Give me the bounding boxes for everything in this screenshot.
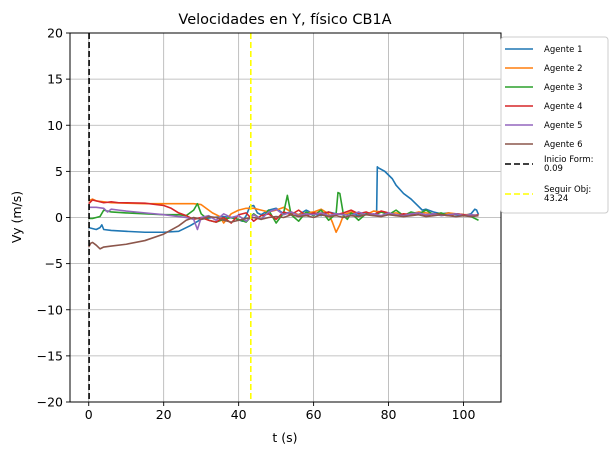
x-tick-label: 0 [85,407,93,422]
series-line-5 [88,206,479,231]
x-tick-label: 60 [306,407,322,422]
y-tick-label: −10 [37,302,63,317]
y-tick-label: −15 [37,348,63,363]
legend-label-vline-1: 0.09 [544,164,563,174]
series-line-6 [88,213,479,250]
axis-ticks: 0 20 40 60 80 100 −20 −15 −10 −5 0 5 10 15 20 [37,26,476,423]
x-tick-label: 100 [452,407,476,422]
legend-label-vline-2: Seguir Obj: [544,185,591,195]
chart-title: Velocidades en Y, físico CB1A [178,12,391,28]
x-tick-label: 80 [381,407,397,422]
y-tick-label: −20 [37,395,63,410]
y-axis-label: Vy (m/s) [9,191,24,243]
y-tick-label: 15 [47,72,63,87]
y-tick-label: −5 [45,256,63,271]
y-tick-label: 5 [55,164,63,179]
legend-label-4: Agente 4 [544,102,583,112]
series-line-1 [88,165,480,234]
legend-label-5: Agente 5 [544,121,583,131]
series-line-3 [88,191,479,224]
y-tick-label: 10 [47,118,63,133]
y-tick-label: 0 [55,210,63,225]
legend-label-3: Agente 3 [544,83,583,93]
legend-label-2: Agente 2 [544,64,583,74]
x-tick-label: 20 [156,407,172,422]
legend-label-vline-2: 43.24 [544,194,568,204]
legend-label-6: Agente 6 [544,140,583,150]
legend-label-vline-1: Inicio Form: [544,155,593,165]
y-tick-label: 20 [47,26,63,41]
x-axis-label: t (s) [272,430,297,445]
legend-label-1: Agente 1 [544,45,583,55]
legend-box [500,36,609,214]
x-tick-label: 40 [231,407,247,422]
legend: Agente 1 Agente 2 Agente 3 Agente 4 Agente 5… [500,36,609,214]
